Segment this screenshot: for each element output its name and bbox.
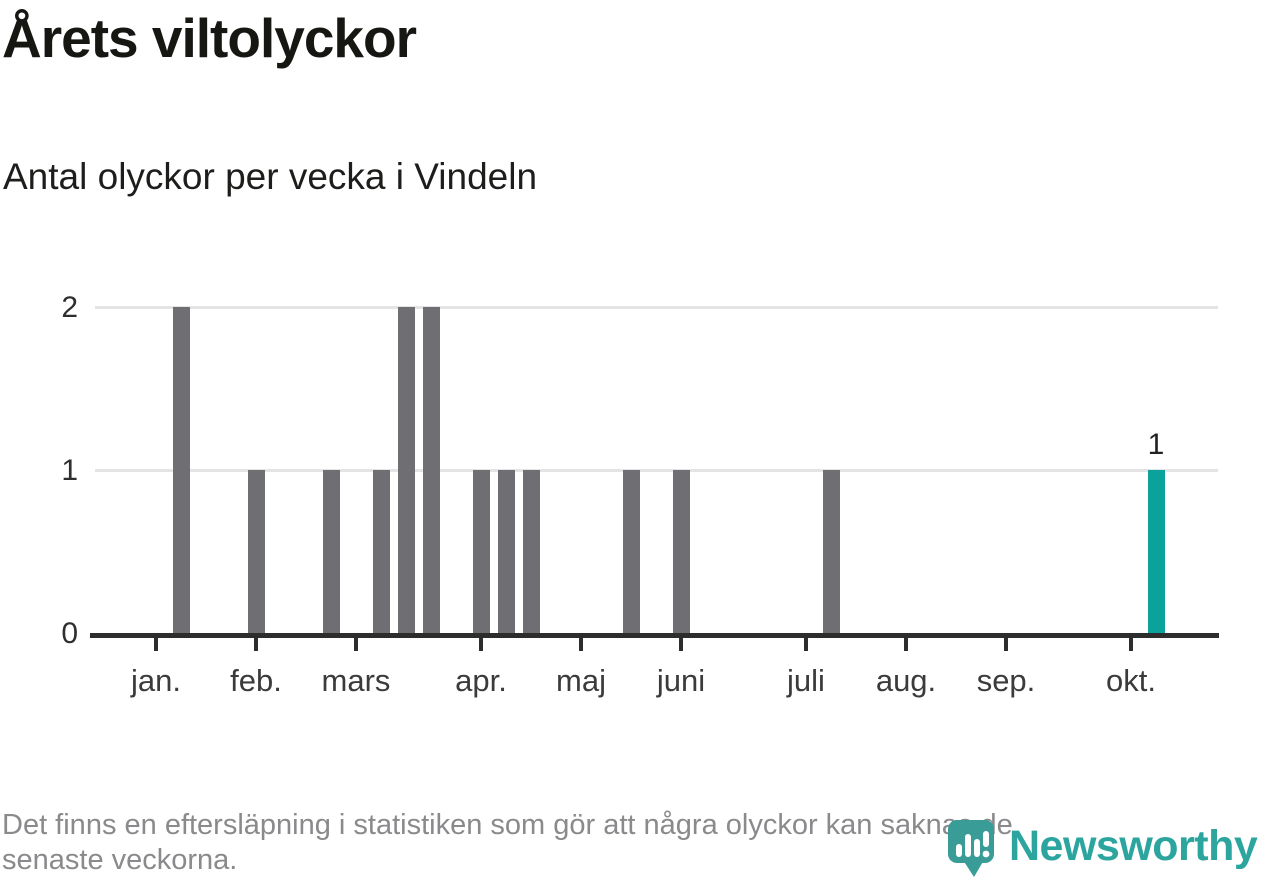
- gridline-y2: [95, 306, 1218, 309]
- x-axis-tick-juni: [679, 638, 683, 651]
- chart-subtitle: Antal olyckor per vecka i Vindeln: [3, 156, 538, 197]
- bar-week-14: [497, 470, 515, 633]
- newsworthy-wordmark: Newsworthy: [1009, 822, 1258, 870]
- x-axis-label-mars: mars: [321, 663, 391, 698]
- x-axis-label-jan: jan.: [131, 663, 181, 698]
- footnote: Det finns en eftersläpning i statistiken…: [2, 808, 1258, 878]
- y-axis-label: 2: [61, 291, 78, 324]
- bar-week-1: [172, 307, 190, 633]
- x-axis-label-feb: feb.: [230, 663, 282, 698]
- x-axis-tick-juli: [804, 638, 808, 651]
- bar-week-10: [397, 307, 415, 633]
- x-axis-label-juli: juli: [787, 663, 825, 698]
- x-axis-label-sep: sep.: [976, 663, 1036, 698]
- bar-week-15: [522, 470, 540, 633]
- footnote-line-2: senaste veckorna.: [2, 844, 238, 876]
- bar-week-27: [822, 470, 840, 633]
- newsworthy-logo: Newsworthy: [947, 816, 1262, 879]
- y-axis-label: 1: [61, 454, 78, 487]
- bar-week-21: [672, 470, 690, 633]
- newsworthy-icon: [948, 820, 994, 877]
- bar-week-9: [372, 470, 390, 633]
- footnote-line-1: Det finns en eftersläpning i statistiken…: [2, 809, 1013, 841]
- x-axis-label-okt: okt.: [1106, 663, 1156, 698]
- x-axis-tick-apr: [479, 638, 483, 651]
- x-axis-tick-maj: [579, 638, 583, 651]
- page-title: Årets viltolyckor: [2, 7, 417, 69]
- bar-week-19: [622, 470, 640, 633]
- x-axis-tick-feb: [254, 638, 258, 651]
- bar-week-11: [422, 307, 440, 633]
- bar-week-13: [472, 470, 490, 633]
- y-axis-label: 0: [61, 617, 78, 650]
- gridline-y1: [95, 469, 1218, 472]
- x-axis-label-aug: aug.: [875, 663, 937, 698]
- bar-week-40-highlight: [1147, 470, 1165, 633]
- x-axis-label-juni: juni: [656, 663, 706, 698]
- x-axis-tick-jan: [154, 638, 158, 651]
- x-axis-tick-sep: [1004, 638, 1008, 651]
- x-axis-tick-aug: [904, 638, 908, 651]
- x-axis-line: [90, 633, 1219, 638]
- bar-week-7: [322, 470, 340, 633]
- x-axis-label-apr: apr.: [455, 663, 507, 698]
- x-axis-label-maj: maj: [556, 663, 606, 698]
- bar-week-4: [247, 470, 265, 633]
- x-axis-tick-mars: [354, 638, 358, 651]
- bar-value-label: 1: [1147, 428, 1165, 461]
- x-axis-tick-okt: [1129, 638, 1133, 651]
